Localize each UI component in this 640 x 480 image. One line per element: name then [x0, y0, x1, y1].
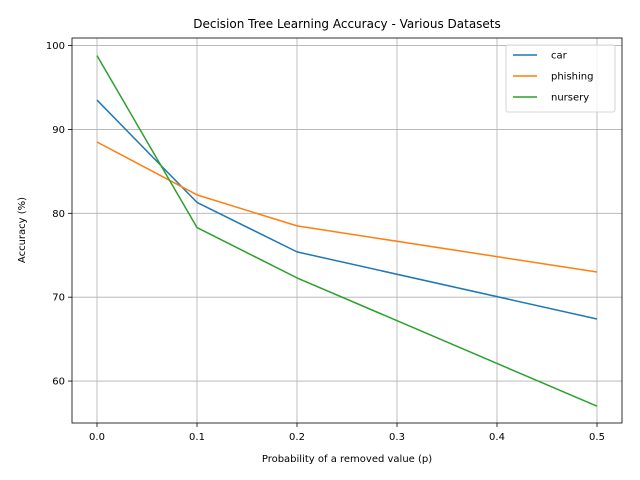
- x-tick-label: 0.3: [389, 432, 405, 443]
- legend-frame: [505, 44, 616, 113]
- series-lines: [96, 55, 598, 407]
- plot-area-frame: [71, 37, 623, 424]
- legend-label-car: car: [551, 51, 568, 62]
- y-tick-label: 70: [52, 293, 65, 304]
- y-tick-label: 80: [52, 209, 65, 220]
- y-axis-ticks: 60 70 80 90 100: [46, 41, 72, 388]
- series-line-nursery: [96, 55, 598, 407]
- x-tick-label: 0.1: [189, 432, 205, 443]
- x-tick-label: 0.4: [489, 432, 505, 443]
- legend-label-nursery: nursery: [551, 93, 589, 104]
- x-axis-label: Probability of a removed value (p): [262, 454, 432, 465]
- legend-label-phishing: phishing: [551, 72, 593, 83]
- y-tick-label: 100: [46, 41, 65, 52]
- x-axis-ticks: 0.0 0.1 0.2 0.3 0.4 0.5: [89, 423, 605, 443]
- x-tick-label: 0.0: [89, 432, 105, 443]
- y-axis-label: Accuracy (%): [17, 197, 28, 263]
- y-tick-label: 60: [52, 377, 65, 388]
- x-tick-label: 0.2: [289, 432, 305, 443]
- chart-title: Decision Tree Learning Accuracy - Variou…: [193, 17, 501, 31]
- series-line-phishing: [96, 141, 598, 273]
- x-tick-label: 0.5: [589, 432, 605, 443]
- series-line-car: [96, 99, 598, 320]
- y-tick-label: 90: [52, 125, 65, 136]
- legend: car phishing nursery: [505, 44, 616, 113]
